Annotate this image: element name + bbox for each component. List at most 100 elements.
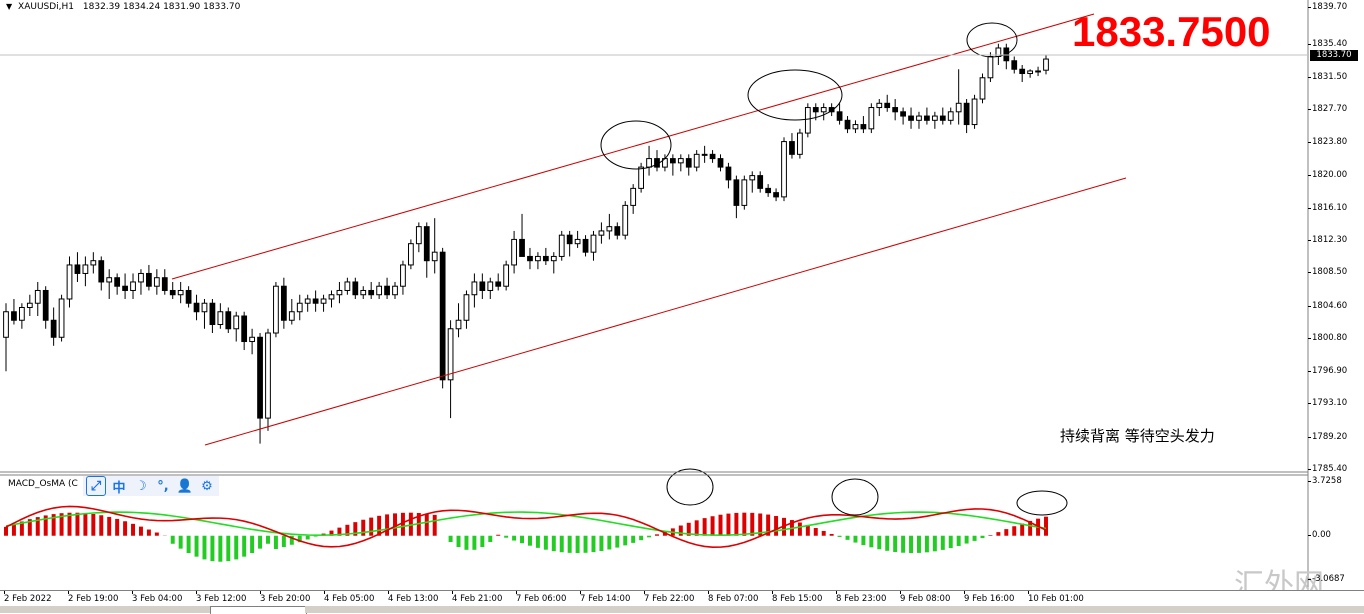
candle-bull — [58, 298, 65, 338]
candle-bear — [312, 298, 319, 304]
macd-highlight-ellipse — [666, 468, 714, 506]
candle-bear — [280, 285, 287, 321]
time-tick-mark — [1028, 591, 1029, 594]
candle-bear — [614, 226, 621, 236]
price-tick-label: 1789.20 — [1307, 431, 1348, 442]
dropdown-triangle-icon[interactable]: ▼ — [6, 2, 13, 11]
price-tick-label: 1835.40 — [1307, 38, 1348, 49]
candle-bear — [582, 238, 589, 253]
time-tick-label: 8 Feb 07:00 — [708, 594, 759, 604]
candle-bull — [749, 175, 756, 181]
candle-bull — [153, 277, 160, 287]
time-tick-label: 4 Feb 05:00 — [324, 594, 375, 604]
chart-tool-icon[interactable]: ⤢ — [86, 476, 106, 496]
candle-bear — [74, 264, 81, 274]
candle-bear — [963, 102, 970, 126]
candle-bull — [622, 204, 629, 236]
candle-bear — [884, 102, 891, 109]
candle-bear — [860, 124, 867, 130]
price-tick-label: 1820.00 — [1307, 169, 1348, 180]
candle-bear — [225, 311, 232, 330]
candle-bear — [566, 234, 573, 245]
highlight-ellipse — [600, 120, 672, 170]
candle-bull — [574, 238, 581, 245]
chinese-input-icon[interactable]: 中 — [112, 480, 126, 496]
candle-bull — [781, 141, 787, 198]
time-tick-mark — [324, 591, 325, 594]
candle-bear — [193, 302, 200, 313]
moon-icon[interactable]: ☽ — [135, 478, 147, 494]
macd-highlight-ellipse — [1016, 490, 1068, 516]
time-tick-label: 8 Feb 23:00 — [836, 594, 887, 604]
candle-bear — [439, 251, 446, 381]
time-tick-mark — [580, 591, 581, 594]
candle-bull — [471, 281, 478, 296]
candle-bear — [773, 192, 779, 198]
price-tick-label: 1793.10 — [1307, 398, 1348, 409]
candle-bear — [519, 238, 525, 257]
settings-icon[interactable]: ⚙ — [201, 478, 213, 494]
candle-bear — [42, 289, 49, 321]
candle-bull — [511, 238, 517, 266]
price-tick-label: 1804.60 — [1307, 300, 1348, 311]
candle-bull — [106, 277, 113, 283]
punctuation-icon[interactable]: °, — [157, 478, 169, 494]
candle-bear — [209, 302, 216, 326]
candle-bull — [288, 311, 295, 321]
candle-bull — [344, 281, 351, 291]
candle-bull — [820, 107, 827, 113]
candle-bear — [900, 111, 906, 117]
price-tick-label: 1816.10 — [1307, 202, 1348, 213]
candle-bull — [455, 319, 462, 330]
time-tick-label: 4 Feb 13:00 — [388, 594, 439, 604]
candle-bear — [725, 166, 732, 181]
price-tick-label: 1812.30 — [1307, 235, 1348, 246]
macd-tick-label: -3.0687 — [1308, 574, 1345, 584]
time-tick-mark — [388, 591, 389, 594]
time-tick-mark — [964, 591, 965, 594]
candle-bear — [527, 255, 533, 262]
time-tick-mark — [900, 591, 901, 594]
time-tick-label: 7 Feb 14:00 — [580, 594, 631, 604]
candle-bull — [931, 115, 938, 121]
candle-bull — [3, 311, 9, 338]
channel-upper-line — [171, 13, 1095, 280]
candle-bear — [757, 175, 764, 189]
candle-bull — [376, 285, 383, 296]
candle-bear — [423, 226, 430, 262]
time-tick-label: 3 Feb 20:00 — [260, 594, 311, 604]
macd-tick-label: 3.7258 — [1308, 476, 1342, 486]
time-tick-mark — [68, 591, 69, 594]
candle-bull — [201, 302, 208, 313]
candle-bull — [693, 153, 700, 168]
candle-bear — [836, 111, 843, 121]
user-icon[interactable]: 👤 — [176, 478, 194, 494]
candle-bear — [789, 141, 795, 155]
candle-bear — [542, 255, 549, 262]
symbol-label: XAUUSDi,H1 — [18, 2, 75, 12]
candle-bear — [892, 107, 899, 113]
macd-label: MACD_OsMA (C — [8, 479, 78, 489]
time-tick-label: 8 Feb 15:00 — [772, 594, 823, 604]
candle-bear — [1019, 68, 1026, 75]
candle-bear — [241, 315, 248, 343]
candle-bull — [82, 264, 89, 274]
candle-bear — [828, 107, 835, 113]
highlight-ellipse — [966, 22, 1018, 58]
candle-bull — [177, 289, 184, 296]
candle-bull — [638, 166, 644, 189]
candle-bull — [606, 226, 613, 232]
candle-bull — [955, 102, 962, 113]
time-tick-mark — [644, 591, 645, 594]
price-tick-label: 1808.50 — [1307, 267, 1348, 278]
candle-bear — [50, 319, 57, 338]
candle-bull — [971, 98, 978, 126]
candle-bear — [161, 277, 168, 291]
time-tick-mark — [708, 591, 709, 594]
candle-bear — [146, 272, 152, 287]
candle-bear — [844, 119, 851, 130]
candle-bull — [503, 264, 510, 287]
candle-bull — [233, 315, 240, 330]
candle-bear — [685, 158, 692, 168]
